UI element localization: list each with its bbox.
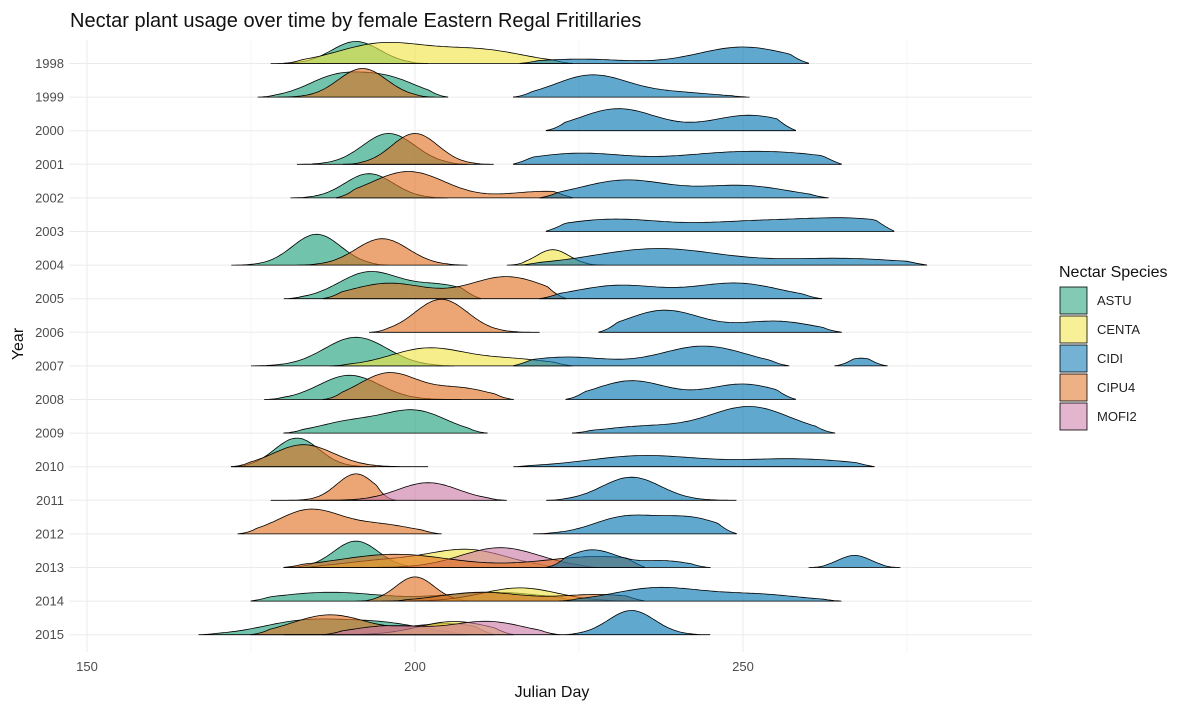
y-tick-label: 2012: [35, 526, 64, 541]
ridge-2011-cipu4: [270, 473, 396, 501]
chart-title: Nectar plant usage over time by female E…: [70, 10, 641, 32]
y-tick-label: 2003: [35, 224, 64, 239]
ridge-2011-mofi2: [310, 482, 507, 501]
x-tick-label: 150: [76, 659, 98, 674]
y-tick-label: 2002: [35, 190, 64, 205]
ridge-2013-cidi: [545, 549, 711, 568]
legend-label-astu: ASTU: [1097, 293, 1132, 308]
ridge-2012-cidi: [533, 514, 737, 535]
ridge-2011-cidi: [546, 476, 737, 501]
y-tick-label: 2000: [35, 123, 64, 138]
ridge-1998-centa: [283, 42, 573, 64]
legend-swatch-cipu4: [1059, 373, 1088, 402]
legend-label-mofi2: MOFI2: [1097, 409, 1137, 424]
ridge-2003-cidi: [545, 217, 895, 232]
legend-items: ASTU CENTA CIDI CIPU4 MOFI2: [1059, 286, 1140, 431]
ridge-2015-cidi: [559, 610, 711, 636]
y-tick-label: 2013: [35, 560, 64, 575]
ridge-2012-cipu4: [237, 508, 442, 535]
y-tick-label: 2008: [35, 392, 64, 407]
ridge-2013-cidi: [808, 555, 901, 568]
y-tick-label: 1998: [35, 56, 64, 71]
y-tick-label: 2011: [36, 493, 64, 508]
ridge-2000-cidi: [545, 108, 796, 132]
ridge-2009-cidi: [572, 406, 836, 434]
ridge-2007-cidi: [834, 357, 888, 367]
x-tick-labels: 150 200 250: [76, 659, 754, 674]
y-tick-label: 2004: [35, 258, 64, 273]
ridge-1999-cipu4: [277, 68, 435, 98]
x-tick-label: 200: [404, 659, 426, 674]
legend-swatch-centa: [1059, 315, 1088, 344]
x-axis-title: Julian Day: [515, 684, 590, 701]
ridge-2007-cidi: [513, 345, 790, 367]
y-tick-label: 2014: [35, 594, 64, 609]
ridge-2009-astu: [283, 409, 488, 434]
ridge-1999-cidi: [513, 74, 750, 98]
ridge-2004-cipu4: [296, 238, 468, 266]
ridge-layer: [198, 41, 928, 636]
y-tick-label: 1999: [35, 90, 64, 105]
legend-label-cidi: CIDI: [1097, 351, 1123, 366]
ridge-2008-cidi: [565, 380, 796, 400]
ridge-2001-cipu4: [342, 133, 494, 165]
legend-swatch-astu: [1059, 286, 1088, 315]
ridge-2001-cidi: [513, 150, 842, 165]
legend-label-cipu4: CIPU4: [1097, 380, 1135, 395]
ridge-2006-cidi: [598, 309, 842, 333]
x-tick-label: 250: [732, 659, 754, 674]
legend-swatch-mofi2: [1059, 402, 1088, 431]
ridge-2004-cidi: [519, 248, 928, 266]
ridge-2002-cidi: [539, 179, 829, 199]
ridge-2010-cidi: [513, 455, 875, 468]
y-tick-labels: 1998 1999 2000 2001 2002 2003 2004 2005 2006 2007…: [35, 56, 64, 642]
y-tick-label: 2010: [35, 459, 64, 474]
legend-label-centa: CENTA: [1097, 322, 1140, 337]
y-tick-label: 2009: [35, 426, 64, 441]
y-tick-label: 2005: [35, 291, 64, 306]
ridge-2015-mofi2: [322, 620, 560, 636]
y-tick-label: 2006: [35, 325, 64, 340]
legend-swatch-cidi: [1059, 344, 1088, 373]
ridge-2006-cipu4: [369, 298, 540, 333]
y-tick-label: 2001: [35, 157, 64, 172]
ridge-2008-cipu4: [322, 372, 514, 400]
legend: Nectar Species ASTU CENTA CIDI CIPU4 MOFI2: [1059, 264, 1168, 431]
y-tick-label: 2007: [35, 358, 64, 373]
y-axis-title: Year: [10, 327, 27, 360]
ridge-2002-cipu4: [335, 171, 573, 199]
ridge-2005-cidi: [539, 282, 823, 300]
ridge-1998-cidi: [519, 46, 809, 64]
y-tick-label: 2015: [35, 627, 64, 642]
ridge-2010-cipu4: [230, 444, 429, 468]
ridge-2014-cidi: [558, 586, 842, 602]
legend-title: Nectar Species: [1059, 264, 1168, 281]
ridge-2005-cipu4: [322, 276, 567, 300]
